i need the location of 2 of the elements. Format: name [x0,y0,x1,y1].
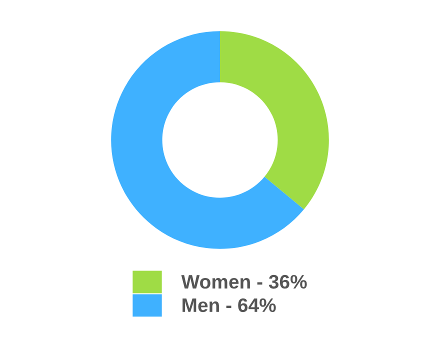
legend-label: Women - 36% [181,274,307,289]
legend-label: Men - 64% [182,298,276,312]
